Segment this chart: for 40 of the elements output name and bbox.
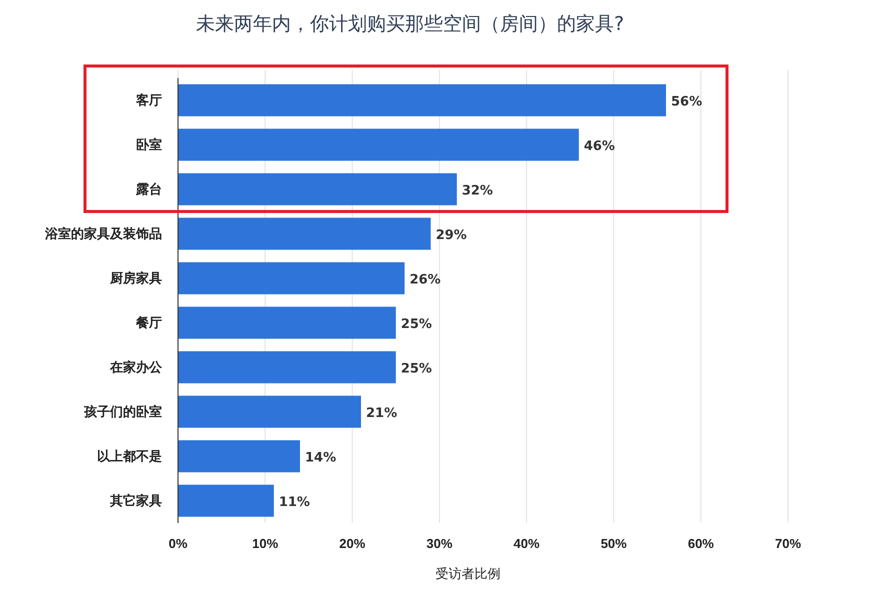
data-label: 29% [436,228,467,243]
bar [178,218,431,250]
data-label: 21% [366,406,398,421]
bar [178,128,579,161]
data-label: 25% [400,316,432,332]
y-tick-label: 孩子们的卧室 [83,404,162,419]
x-tick-label: 70% [774,536,802,552]
x-tick-label: 20% [339,536,366,552]
bar [178,84,666,116]
bar [178,484,274,517]
data-label: 25% [400,361,432,376]
x-tick-label: 0% [168,536,188,552]
x-tick-label: 40% [514,536,540,552]
x-tick-label: 30% [426,536,453,552]
x-tick-label: 10% [252,536,279,552]
data-label: 26% [410,272,441,288]
x-tick-label: 60% [688,536,714,552]
data-label: 14% [305,450,336,466]
y-tick-label: 客厅 [135,92,162,108]
data-label: 56% [671,94,702,110]
y-tick-label: 厨房家具 [109,270,162,286]
y-tick-label: 露台 [135,181,162,196]
bar [178,351,396,384]
bar [178,173,457,206]
y-tick-label: 浴室的家具及装饰品 [44,226,162,241]
chart-title: 未来两年内，你计划购买那些空间（房间）的家具? [196,13,624,35]
bar [178,262,405,294]
y-tick-label: 其它家具 [109,492,162,508]
y-tick-label: 卧室 [136,136,162,152]
y-tick-label: 以上都不是 [97,448,162,464]
data-label: 11% [278,494,310,510]
x-axis-title: 受访者比例 [436,566,500,582]
bar [178,396,361,428]
bar [178,440,300,472]
bar [178,306,396,339]
y-tick-label: 餐厅 [135,314,162,330]
x-tick-label: 50% [600,536,628,552]
data-label: 46% [584,138,615,154]
y-tick-label: 在家办公 [109,359,163,374]
data-label: 32% [462,183,493,198]
